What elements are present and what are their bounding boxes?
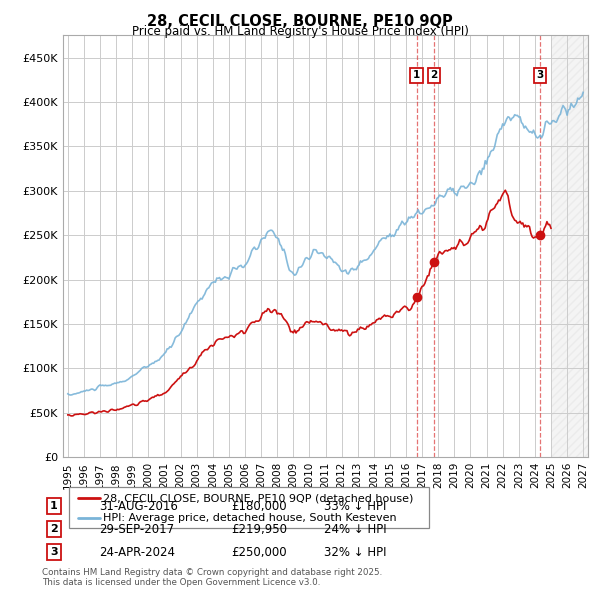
Text: Contains HM Land Registry data © Crown copyright and database right 2025.
This d: Contains HM Land Registry data © Crown c… bbox=[42, 568, 382, 587]
FancyBboxPatch shape bbox=[69, 487, 429, 528]
Text: 24% ↓ HPI: 24% ↓ HPI bbox=[324, 523, 386, 536]
Text: 32% ↓ HPI: 32% ↓ HPI bbox=[324, 546, 386, 559]
Text: 33% ↓ HPI: 33% ↓ HPI bbox=[324, 500, 386, 513]
Text: 28, CECIL CLOSE, BOURNE, PE10 9QP (detached house): 28, CECIL CLOSE, BOURNE, PE10 9QP (detac… bbox=[103, 493, 413, 503]
Text: £250,000: £250,000 bbox=[231, 546, 287, 559]
Text: £180,000: £180,000 bbox=[231, 500, 287, 513]
Text: 2: 2 bbox=[431, 70, 438, 80]
Text: 28, CECIL CLOSE, BOURNE, PE10 9QP: 28, CECIL CLOSE, BOURNE, PE10 9QP bbox=[147, 14, 453, 28]
Text: 1: 1 bbox=[413, 70, 421, 80]
Text: Price paid vs. HM Land Registry's House Price Index (HPI): Price paid vs. HM Land Registry's House … bbox=[131, 25, 469, 38]
Text: 3: 3 bbox=[50, 548, 58, 557]
Text: 24-APR-2024: 24-APR-2024 bbox=[99, 546, 175, 559]
Text: 31-AUG-2016: 31-AUG-2016 bbox=[99, 500, 178, 513]
Text: HPI: Average price, detached house, South Kesteven: HPI: Average price, detached house, Sout… bbox=[103, 513, 397, 523]
Text: 1: 1 bbox=[50, 502, 58, 511]
Text: 2: 2 bbox=[50, 525, 58, 534]
Text: 3: 3 bbox=[536, 70, 544, 80]
Bar bbox=[551, 35, 588, 457]
Text: 29-SEP-2017: 29-SEP-2017 bbox=[99, 523, 174, 536]
Text: £219,950: £219,950 bbox=[231, 523, 287, 536]
